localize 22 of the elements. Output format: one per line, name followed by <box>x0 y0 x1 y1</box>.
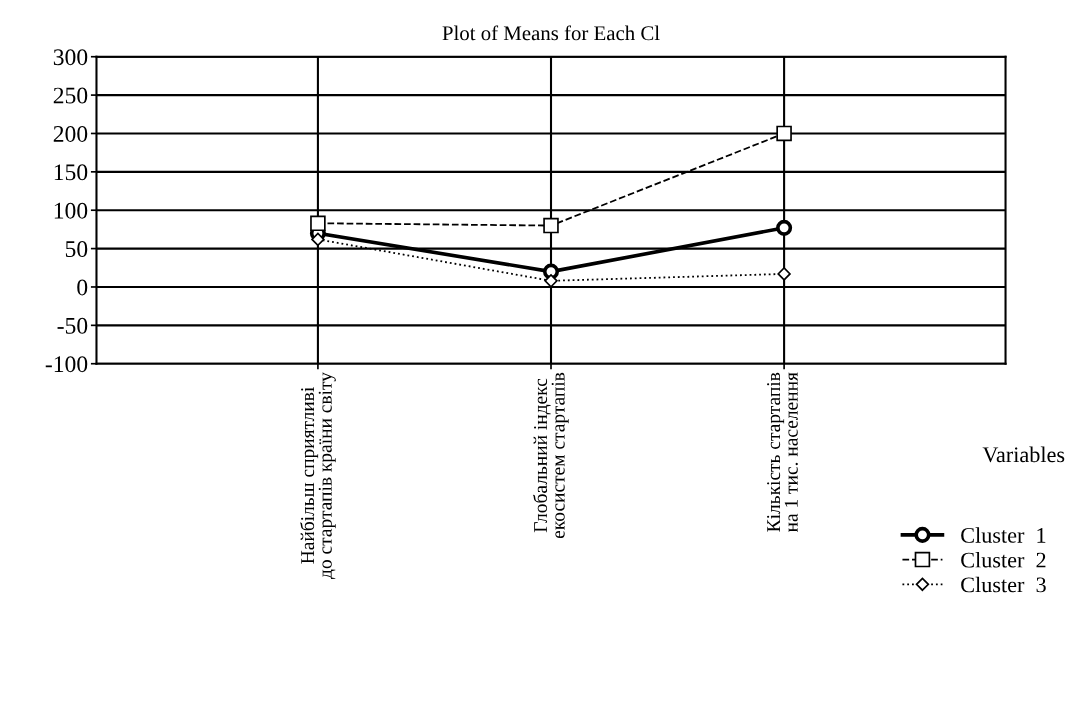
legend-label: Cluster 2 <box>961 551 1046 568</box>
x-axis-title: Variables <box>982 446 1065 463</box>
y-tick-label: 0 <box>77 279 88 296</box>
y-tick-label: -50 <box>57 317 88 334</box>
point <box>543 217 559 234</box>
y-tick-label: 250 <box>53 87 88 104</box>
point <box>776 219 793 236</box>
y-tick-label: 100 <box>54 202 88 219</box>
y-tick-label: 150 <box>54 164 88 181</box>
legend-label: Cluster 3 <box>961 576 1046 593</box>
x-tick-label: Кількість стартапів на 1 тис. населення <box>767 372 798 533</box>
x-tick-label: Глобальний індекс екосистем стартапів <box>532 372 569 539</box>
point <box>311 232 325 247</box>
y-tick-label: 300 <box>53 49 88 66</box>
legend-label: Cluster 1 <box>961 527 1046 543</box>
y-tick-label: -100 <box>45 356 88 373</box>
y-tick-label: 50 <box>65 241 88 258</box>
chart-title: Plot of Means for Each Cl <box>442 25 660 41</box>
y-tick-label: 200 <box>53 125 88 142</box>
x-tick-label: Найбільш сприятливі до стартапів країни світу <box>300 372 336 579</box>
point <box>310 215 326 232</box>
point <box>776 125 792 142</box>
